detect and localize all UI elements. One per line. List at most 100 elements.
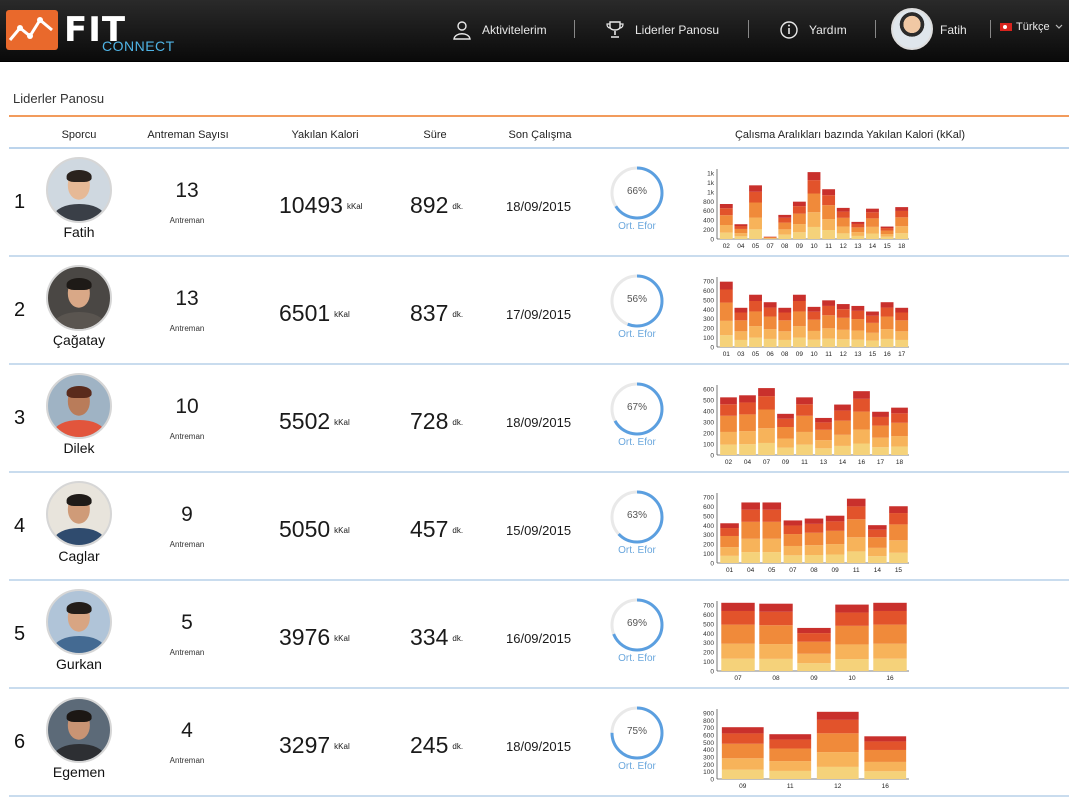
bar-segment[interactable] <box>866 315 879 323</box>
athlete-avatar[interactable] <box>46 481 112 547</box>
bar-segment[interactable] <box>868 547 887 557</box>
bar-segment[interactable] <box>868 556 887 563</box>
bar-segment[interactable] <box>783 525 803 535</box>
bar-segment[interactable] <box>815 440 832 449</box>
table-row[interactable]: 2 Çağatay 13 Antreman 6501 kKal 837 dk. 17… <box>9 257 1069 365</box>
bar-segment[interactable] <box>778 331 792 340</box>
bar-segment[interactable] <box>864 771 907 779</box>
table-row[interactable]: 6 Egemen 4 Antreman 3297 kKal 245 dk. 18/0… <box>9 689 1069 797</box>
bar-segment[interactable] <box>749 301 762 312</box>
bar-segment[interactable] <box>749 294 762 302</box>
athlete-avatar[interactable] <box>46 373 112 439</box>
bar-segment[interactable] <box>734 225 748 229</box>
bar-segment[interactable] <box>880 307 894 317</box>
bar-segment[interactable] <box>873 602 907 611</box>
bar-segment[interactable] <box>762 502 782 510</box>
bar-segment[interactable] <box>836 233 850 239</box>
bar-segment[interactable] <box>880 302 894 308</box>
bar-segment[interactable] <box>816 766 859 779</box>
bar-segment[interactable] <box>734 320 748 332</box>
bar-segment[interactable] <box>895 312 909 321</box>
bar-segment[interactable] <box>777 447 794 455</box>
bar-segment[interactable] <box>851 235 865 239</box>
bar-segment[interactable] <box>739 444 756 455</box>
bar-segment[interactable] <box>822 230 836 239</box>
bar-segment[interactable] <box>807 193 821 213</box>
bar-segment[interactable] <box>769 748 812 762</box>
bar-segment[interactable] <box>739 431 756 445</box>
bar-segment[interactable] <box>864 761 907 772</box>
athlete-avatar[interactable] <box>46 157 112 223</box>
bar-segment[interactable] <box>880 316 894 330</box>
bar-segment[interactable] <box>851 227 865 233</box>
bar-segment[interactable] <box>872 416 889 426</box>
bar-segment[interactable] <box>720 528 739 536</box>
bar-segment[interactable] <box>778 320 792 332</box>
bar-segment[interactable] <box>846 506 866 520</box>
nav-activities[interactable]: Aktivitelerim <box>452 16 547 44</box>
bar-segment[interactable] <box>836 211 850 218</box>
bar-segment[interactable] <box>769 761 812 771</box>
bar-segment[interactable] <box>804 554 824 563</box>
bar-segment[interactable] <box>769 734 812 740</box>
bar-segment[interactable] <box>853 443 870 455</box>
bar-segment[interactable] <box>721 758 764 770</box>
bar-segment[interactable] <box>741 502 760 510</box>
nav-user[interactable]: Fatih <box>940 16 967 44</box>
bar-segment[interactable] <box>880 230 894 235</box>
bar-segment[interactable] <box>796 415 813 432</box>
bar-segment[interactable] <box>851 310 865 320</box>
bar-segment[interactable] <box>872 425 889 438</box>
bar-segment[interactable] <box>807 330 821 340</box>
bar-segment[interactable] <box>796 397 813 405</box>
bar-segment[interactable] <box>763 302 777 308</box>
bar-segment[interactable] <box>895 339 909 347</box>
bar-segment[interactable] <box>759 644 793 659</box>
bar-segment[interactable] <box>719 335 733 347</box>
bar-segment[interactable] <box>804 545 824 555</box>
bar-segment[interactable] <box>807 319 821 331</box>
bar-segment[interactable] <box>749 217 762 230</box>
bar-segment[interactable] <box>719 204 733 209</box>
bar-segment[interactable] <box>873 643 907 659</box>
bar-segment[interactable] <box>895 210 909 218</box>
bar-segment[interactable] <box>741 552 760 563</box>
bar-segment[interactable] <box>891 446 908 455</box>
bar-segment[interactable] <box>851 330 865 340</box>
user-avatar[interactable] <box>891 8 933 50</box>
table-row[interactable]: 4 Caglar 9 Antreman 5050 kKal 457 dk. 15/0… <box>9 473 1069 581</box>
bar-segment[interactable] <box>822 338 836 347</box>
bar-segment[interactable] <box>822 205 836 220</box>
bar-segment[interactable] <box>834 404 851 411</box>
bar-segment[interactable] <box>720 547 739 556</box>
bar-segment[interactable] <box>807 180 821 194</box>
bar-segment[interactable] <box>778 217 792 223</box>
bar-segment[interactable] <box>777 413 794 419</box>
bar-segment[interactable] <box>807 311 821 320</box>
bar-segment[interactable] <box>846 551 866 563</box>
bar-segment[interactable] <box>880 329 894 339</box>
bar-segment[interactable] <box>822 315 836 329</box>
bar-segment[interactable] <box>880 338 894 347</box>
bar-segment[interactable] <box>734 224 748 226</box>
bar-segment[interactable] <box>880 228 894 231</box>
bar-segment[interactable] <box>891 422 908 437</box>
bar-segment[interactable] <box>807 212 821 227</box>
bar-segment[interactable] <box>734 236 748 239</box>
bar-segment[interactable] <box>866 212 879 219</box>
bar-segment[interactable] <box>783 555 803 563</box>
bar-segment[interactable] <box>835 644 869 660</box>
bar-segment[interactable] <box>721 610 755 625</box>
bar-segment[interactable] <box>836 309 850 318</box>
bar-segment[interactable] <box>873 658 907 671</box>
athlete-name[interactable]: Gurkan <box>56 656 102 672</box>
bar-segment[interactable] <box>759 625 793 645</box>
bar-segment[interactable] <box>873 624 907 644</box>
bar-segment[interactable] <box>822 328 836 339</box>
bar-segment[interactable] <box>796 404 813 416</box>
bar-segment[interactable] <box>846 498 866 507</box>
bar-segment[interactable] <box>792 232 806 239</box>
bar-segment[interactable] <box>762 552 782 563</box>
bar-segment[interactable] <box>763 329 777 339</box>
bar-segment[interactable] <box>866 311 879 316</box>
